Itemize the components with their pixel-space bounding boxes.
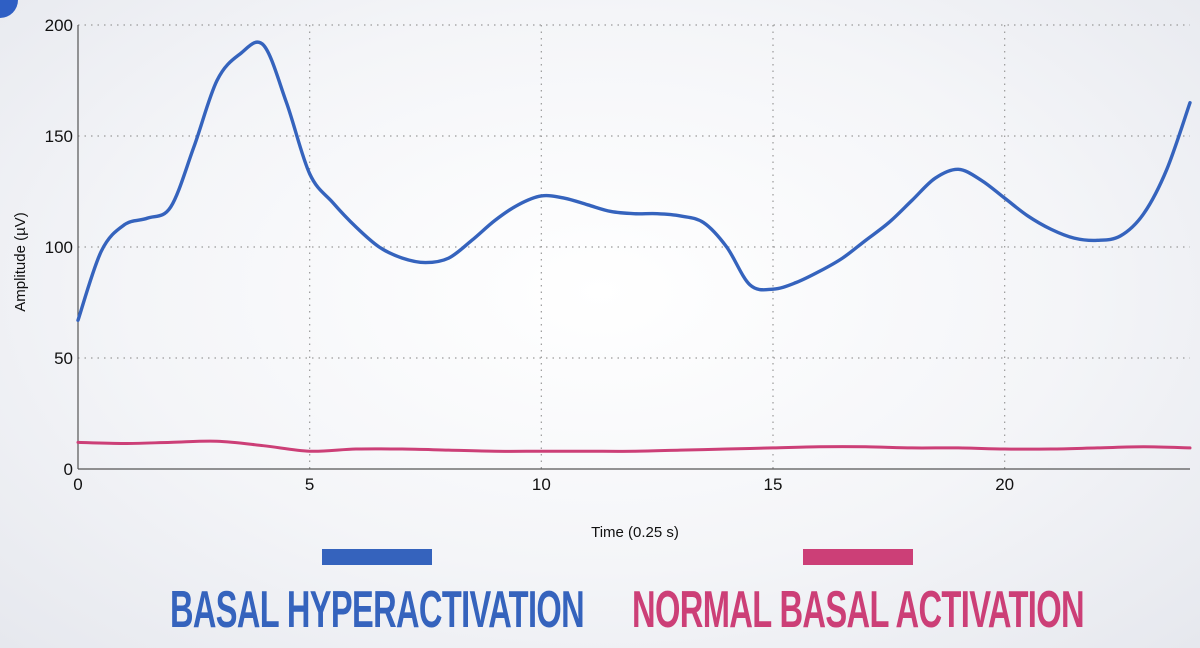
- x-tick-label-10: 10: [532, 475, 551, 494]
- axes: [77, 25, 1190, 470]
- y-tick-label-50: 50: [54, 349, 73, 368]
- series: [76, 40, 1192, 453]
- legend-label-basal-hyperactivation: BASAL HYPERACTIVATION: [170, 581, 584, 639]
- series-line-normal-basal-activation: [76, 439, 1192, 453]
- x-axis-title: Time (0.25 s): [591, 524, 679, 541]
- x-tick-labels: 0 5 10 15 20: [73, 475, 1014, 494]
- y-tick-label-200: 200: [45, 16, 73, 35]
- y-tick-label-150: 150: [45, 127, 73, 146]
- x-tick-label-20: 20: [995, 475, 1014, 494]
- y-tick-labels: 0 50 100 150 200: [45, 16, 73, 479]
- series-line-basal-hyperactivation: [76, 40, 1192, 322]
- y-tick-label-0: 0: [64, 460, 73, 479]
- legend-swatch-normal-basal-activation: [803, 549, 913, 565]
- y-tick-label-100: 100: [45, 238, 73, 257]
- x-tick-label-5: 5: [305, 475, 314, 494]
- x-tick-label-0: 0: [73, 475, 82, 494]
- y-axis-title: Amplitude (µV): [12, 212, 29, 312]
- legend-swatch-basal-hyperactivation: [322, 549, 432, 565]
- legend: BASAL HYPERACTIVATION NORMAL BASAL ACTIV…: [170, 549, 1085, 639]
- grid: [78, 24, 1190, 469]
- legend-label-normal-basal-activation: NORMAL BASAL ACTIVATION: [632, 581, 1084, 639]
- x-tick-label-15: 15: [764, 475, 783, 494]
